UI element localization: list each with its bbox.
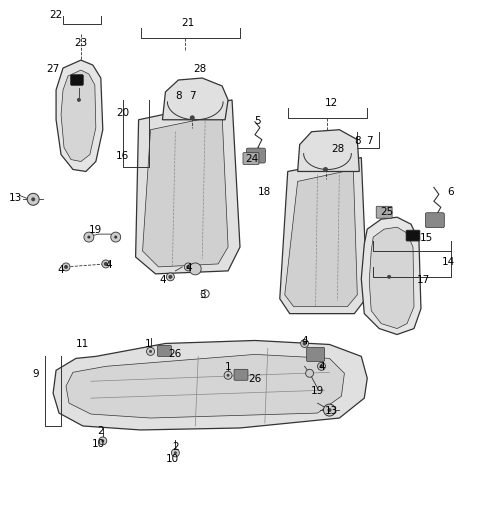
Circle shape (111, 233, 120, 242)
Circle shape (387, 275, 391, 279)
Circle shape (104, 263, 108, 267)
Text: 4: 4 (318, 362, 325, 372)
Text: 4: 4 (106, 260, 112, 269)
Text: 4: 4 (159, 274, 166, 284)
Text: 27: 27 (47, 64, 60, 74)
Circle shape (171, 449, 180, 457)
Text: 21: 21 (181, 18, 195, 28)
Circle shape (300, 340, 309, 348)
Text: 10: 10 (92, 438, 106, 448)
Text: 25: 25 (381, 207, 394, 217)
Circle shape (168, 275, 172, 279)
Text: 24: 24 (245, 153, 259, 163)
Text: 7: 7 (366, 135, 372, 145)
Text: 19: 19 (311, 385, 324, 395)
Text: 12: 12 (325, 97, 338, 108)
Circle shape (190, 116, 195, 121)
Circle shape (324, 405, 336, 416)
Text: 17: 17 (417, 274, 431, 284)
Circle shape (102, 261, 110, 268)
Text: 8: 8 (175, 91, 181, 100)
Text: 3: 3 (199, 289, 205, 299)
FancyBboxPatch shape (71, 75, 84, 86)
Circle shape (62, 264, 70, 271)
FancyBboxPatch shape (246, 149, 265, 164)
Text: 13: 13 (325, 406, 338, 415)
Polygon shape (361, 218, 421, 335)
Polygon shape (162, 79, 228, 121)
Text: 4: 4 (58, 265, 64, 274)
Text: 22: 22 (49, 11, 63, 20)
Circle shape (149, 350, 152, 353)
Text: 4: 4 (301, 336, 308, 346)
Text: 5: 5 (254, 116, 261, 126)
Text: 6: 6 (447, 187, 454, 197)
Circle shape (189, 264, 201, 275)
Polygon shape (136, 100, 240, 274)
Text: 13: 13 (9, 193, 22, 203)
FancyBboxPatch shape (425, 213, 444, 228)
Polygon shape (369, 228, 414, 329)
FancyBboxPatch shape (406, 231, 420, 241)
Text: 26: 26 (248, 374, 262, 383)
Text: 23: 23 (74, 38, 87, 48)
Circle shape (327, 408, 332, 412)
Circle shape (323, 168, 328, 173)
Circle shape (31, 198, 35, 202)
Polygon shape (285, 170, 357, 307)
Text: 1: 1 (145, 339, 152, 349)
FancyBboxPatch shape (243, 154, 259, 165)
Circle shape (114, 236, 117, 239)
Circle shape (224, 372, 232, 380)
Circle shape (201, 290, 209, 298)
Text: 1: 1 (225, 362, 231, 372)
Circle shape (27, 194, 39, 206)
Text: 2: 2 (97, 425, 104, 435)
Text: 20: 20 (116, 108, 129, 118)
Text: 26: 26 (168, 349, 181, 359)
Text: 7: 7 (189, 91, 195, 100)
FancyBboxPatch shape (307, 348, 324, 362)
Text: 11: 11 (76, 339, 90, 349)
FancyBboxPatch shape (376, 207, 392, 219)
Circle shape (101, 439, 104, 442)
Circle shape (184, 264, 192, 271)
Text: 28: 28 (331, 143, 344, 154)
Polygon shape (298, 130, 360, 172)
Circle shape (306, 370, 313, 378)
Polygon shape (66, 355, 344, 418)
Circle shape (87, 236, 90, 239)
Polygon shape (53, 341, 367, 430)
Circle shape (84, 233, 94, 242)
Polygon shape (61, 71, 96, 162)
Text: 2: 2 (172, 441, 179, 451)
Circle shape (167, 273, 174, 281)
Text: 18: 18 (258, 187, 272, 197)
Circle shape (186, 266, 190, 269)
Circle shape (320, 365, 324, 369)
Text: 9: 9 (33, 369, 39, 379)
Circle shape (227, 374, 229, 377)
Polygon shape (143, 116, 228, 267)
Circle shape (318, 363, 325, 371)
FancyBboxPatch shape (157, 346, 171, 357)
Text: 28: 28 (193, 64, 207, 74)
Circle shape (146, 348, 155, 356)
Polygon shape (280, 158, 367, 314)
Text: 16: 16 (116, 150, 129, 160)
Circle shape (302, 342, 307, 346)
Text: 4: 4 (185, 263, 192, 272)
Circle shape (174, 451, 177, 455)
Polygon shape (56, 61, 103, 172)
Circle shape (64, 266, 68, 269)
Text: 14: 14 (442, 257, 456, 267)
Circle shape (99, 437, 107, 445)
Circle shape (77, 98, 81, 103)
Text: 8: 8 (354, 135, 360, 145)
Text: 19: 19 (89, 225, 102, 235)
Text: 15: 15 (420, 233, 433, 242)
FancyBboxPatch shape (234, 370, 248, 380)
Text: 10: 10 (166, 453, 179, 463)
